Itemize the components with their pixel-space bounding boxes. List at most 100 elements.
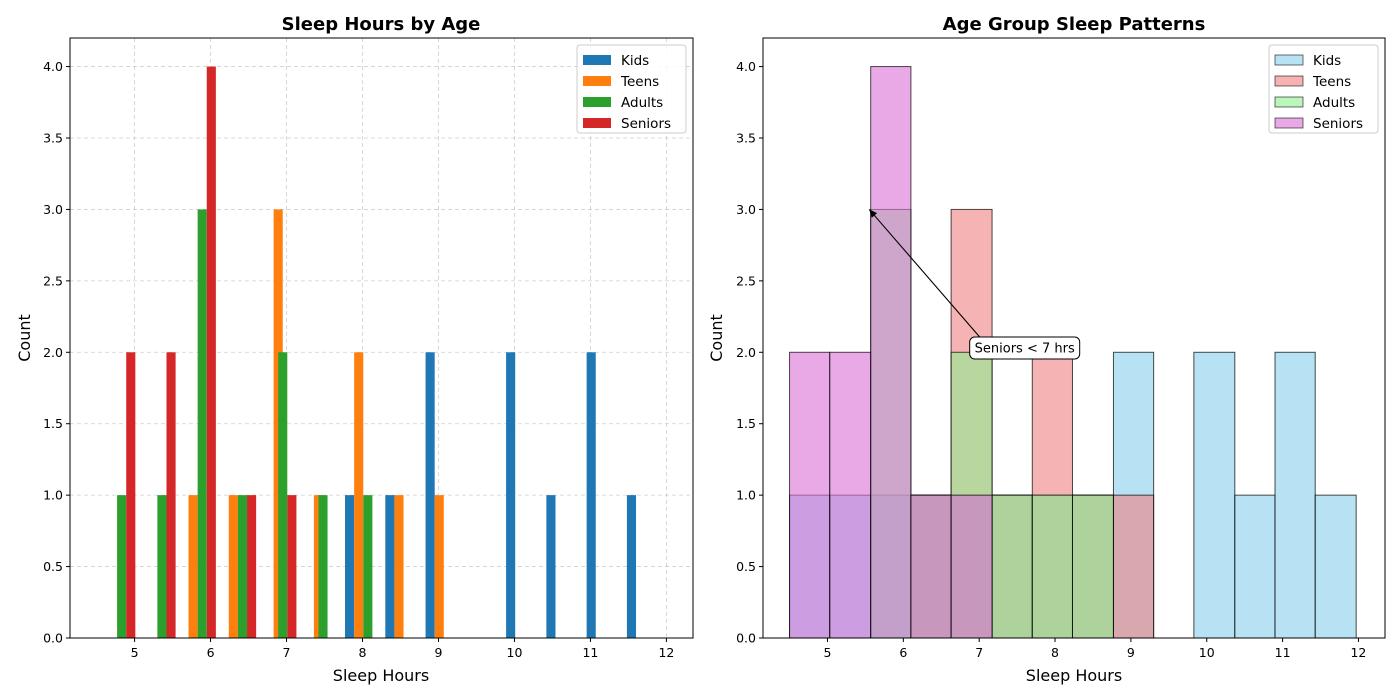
hist-bar-adults: [991, 494, 1033, 639]
annotation-box: [969, 336, 1081, 360]
bar-seniors: [166, 352, 176, 638]
hist-bar-kids: [1314, 494, 1357, 639]
sleep-hours-by-age-chart: Sleep Hours by Age 5 6 7 8 9 10 11 12 0.0 0.5 1.0 1…: [15, 14, 694, 685]
hist-bar-seniors: [950, 494, 993, 639]
y-tick-label: 2.0: [736, 345, 756, 360]
bar-adults: [318, 495, 328, 638]
y-tick-label: 3.0: [43, 202, 63, 217]
legend-swatch: [583, 97, 611, 107]
legend-swatch: [583, 118, 611, 128]
legend-label: Adults: [621, 95, 663, 111]
legend-swatch: [1274, 96, 1304, 108]
y-tick-label: 1.0: [736, 488, 756, 503]
hist-bar-kids: [1274, 351, 1316, 639]
legend-box: [576, 44, 687, 134]
bar-teens: [394, 495, 404, 638]
bar-teens: [188, 495, 198, 638]
ticks: 5 6 7 8 9 10 11 12 0.0 0.5 1.0 1.5 2.0 2.5 3.0 3.5 4.0: [736, 59, 1366, 660]
bar-seniors: [247, 495, 257, 638]
y-tick-label: 0.5: [43, 559, 63, 574]
legend-swatch: [1274, 117, 1304, 129]
bar-kids: [546, 495, 556, 638]
histogram-bars: [789, 66, 1357, 639]
annotation: Seniors < 7 hrs: [868, 209, 1081, 360]
legend-label: Seniors: [1313, 116, 1363, 132]
legend-box: [1268, 44, 1379, 134]
legend-label: Teens: [620, 74, 659, 90]
hist-bar-teens: [1112, 494, 1155, 639]
hist-bar-seniors: [870, 66, 912, 639]
x-tick-label: 5: [823, 645, 831, 660]
x-tick-label: 5: [131, 645, 139, 660]
y-tick-label: 3.0: [736, 202, 756, 217]
y-tick-label: 2.0: [43, 345, 63, 360]
y-tick-label: 2.5: [736, 273, 756, 288]
bar-kids: [506, 352, 516, 638]
x-tick-label: 12: [1350, 645, 1366, 660]
bar-kids: [626, 495, 637, 638]
bar-seniors: [287, 495, 297, 638]
bar-adults: [117, 495, 127, 638]
legend-swatch: [1274, 54, 1304, 66]
legend-swatch: [1274, 75, 1304, 87]
y-tick-label: 0.5: [736, 559, 756, 574]
axes-frame: [69, 37, 694, 639]
bar-adults: [278, 352, 288, 638]
bar-kids: [345, 495, 355, 638]
x-tick-label: 10: [507, 645, 523, 660]
y-tick-label: 0.0: [736, 631, 756, 646]
legend-label: Teens: [1312, 74, 1351, 90]
legend-label: Kids: [1313, 53, 1341, 69]
annotation-arrowhead: [869, 209, 878, 218]
x-tick-label: 7: [975, 645, 983, 660]
x-tick-label: 8: [359, 645, 367, 660]
bar-kids: [425, 352, 435, 638]
y-tick-label: 1.5: [43, 416, 63, 431]
annotation-text: Seniors < 7 hrs: [975, 342, 1075, 357]
y-tick-label: 4.0: [43, 59, 63, 74]
bar-teens: [434, 495, 444, 638]
hist-bar-adults: [1031, 494, 1073, 639]
hist-bar-kids: [1234, 494, 1276, 639]
legend-label: Adults: [1313, 95, 1355, 111]
legend-label: Kids: [621, 53, 649, 69]
bar-adults: [157, 495, 167, 638]
bar-adults: [237, 495, 248, 638]
hist-bar-adults: [1071, 494, 1114, 639]
y-tick-label: 1.0: [43, 488, 63, 503]
bars: [117, 66, 637, 639]
x-tick-label: 10: [1199, 645, 1215, 660]
y-tick-label: 2.5: [43, 273, 63, 288]
x-axis-label: Sleep Hours: [333, 666, 429, 685]
x-tick-label: 8: [1051, 645, 1059, 660]
chart-title: Sleep Hours by Age: [282, 14, 481, 35]
ticks: 5 6 7 8 9 10 11 12 0.0 0.5 1.0 1.5 2.0 2.5 3.0 3.5 4.0: [43, 59, 674, 660]
y-tick-label: 0.0: [43, 631, 63, 646]
x-axis-label: Sleep Hours: [1026, 666, 1122, 685]
x-tick-label: 11: [582, 645, 598, 660]
bar-kids: [586, 352, 596, 638]
legend: Kids Teens Adults Seniors: [1268, 44, 1379, 134]
legend-swatch: [583, 76, 611, 86]
bar-teens: [354, 352, 364, 638]
x-tick-label: 9: [435, 645, 443, 660]
bar-seniors: [126, 352, 136, 638]
hist-bar-seniors: [789, 351, 831, 639]
bar-seniors: [206, 66, 216, 639]
x-tick-label: 7: [283, 645, 291, 660]
y-tick-label: 3.5: [43, 131, 63, 146]
hist-bar-seniors: [910, 494, 952, 639]
axes-frame: [762, 37, 1386, 639]
bar-adults: [363, 495, 373, 638]
bar-kids: [385, 495, 395, 638]
hist-bar-seniors: [829, 351, 872, 639]
x-tick-label: 12: [658, 645, 674, 660]
y-tick-label: 4.0: [736, 59, 756, 74]
legend-label: Seniors: [621, 116, 671, 132]
annotation-arrow: [868, 209, 981, 338]
y-axis-label: Count: [707, 314, 726, 362]
chart-title: Age Group Sleep Patterns: [943, 14, 1206, 35]
y-tick-label: 3.5: [736, 131, 756, 146]
age-group-sleep-patterns-chart: Age Group Sleep Patterns 5 6 7 8 9 10 11 12 0.0 0…: [707, 14, 1386, 685]
